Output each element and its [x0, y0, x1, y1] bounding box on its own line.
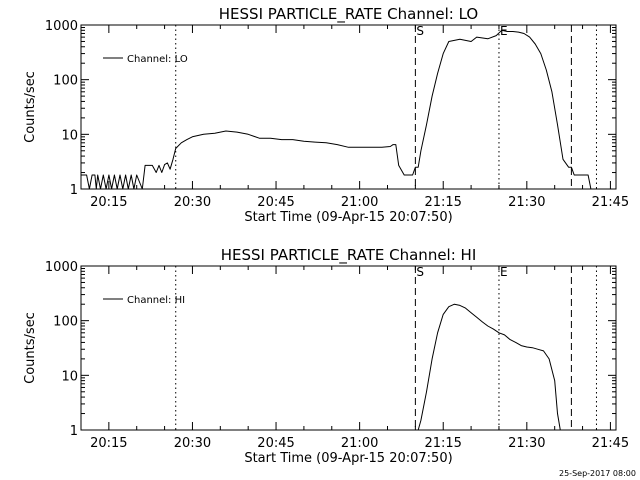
event-marker-label: S — [416, 265, 424, 279]
x-tick-label: 21:30 — [508, 436, 545, 451]
x-tick-label: 20:30 — [174, 436, 211, 451]
x-tick-label: 20:45 — [257, 436, 294, 451]
y-tick-label: 10 — [61, 369, 78, 384]
plot-frame — [80, 265, 617, 431]
x-tick-label: 21:15 — [424, 436, 461, 451]
panel-hi: HESSI PARTICLE_RATE Channel: HI 20:15 20:3… — [23, 246, 629, 466]
x-tick-label: 21:45 — [592, 436, 629, 451]
chart-title: HESSI PARTICLE_RATE Channel: HI — [221, 246, 477, 265]
event-marker-label: S — [416, 24, 424, 38]
y-tick-label: 10 — [61, 128, 78, 143]
x-tick-label: 21:15 — [424, 195, 461, 210]
y-tick-label: 100 — [53, 315, 78, 330]
x-tick-label: 21:30 — [508, 195, 545, 210]
x-axis-label: Start Time (09-Apr-15 20:07:50) — [244, 451, 452, 466]
panel-lo: HESSI PARTICLE_RATE Channel: LO 20:15 20:3… — [23, 5, 629, 225]
chart-title: HESSI PARTICLE_RATE Channel: LO — [219, 5, 478, 24]
plot-frame — [80, 24, 617, 190]
x-tick-label: 21:00 — [341, 436, 378, 451]
series-line — [81, 29, 616, 190]
x-tick-label: 21:45 — [592, 195, 629, 210]
x-tick-label: 20:30 — [174, 195, 211, 210]
y-tick-label: 1 — [70, 424, 78, 439]
x-tick-label: 20:45 — [257, 195, 294, 210]
x-axis-label: Start Time (09-Apr-15 20:07:50) — [244, 210, 452, 225]
series-line — [417, 303, 561, 431]
y-axis-label: Counts/sec — [23, 71, 38, 143]
y-tick-label: 1000 — [45, 19, 78, 34]
x-tick-label: 20:15 — [90, 436, 127, 451]
event-marker-label: E — [500, 265, 508, 279]
legend-label: Channel: LO — [127, 54, 188, 65]
y-tick-label: 100 — [53, 74, 78, 89]
legend-label: Channel: HI — [127, 295, 185, 306]
y-tick-label: 1 — [70, 183, 78, 198]
y-tick-label: 1000 — [45, 260, 78, 275]
footer-timestamp: 25-Sep-2017 08:00 — [559, 469, 636, 478]
y-axis-label: Counts/sec — [23, 312, 38, 384]
x-tick-label: 20:15 — [90, 195, 127, 210]
x-tick-label: 21:00 — [341, 195, 378, 210]
